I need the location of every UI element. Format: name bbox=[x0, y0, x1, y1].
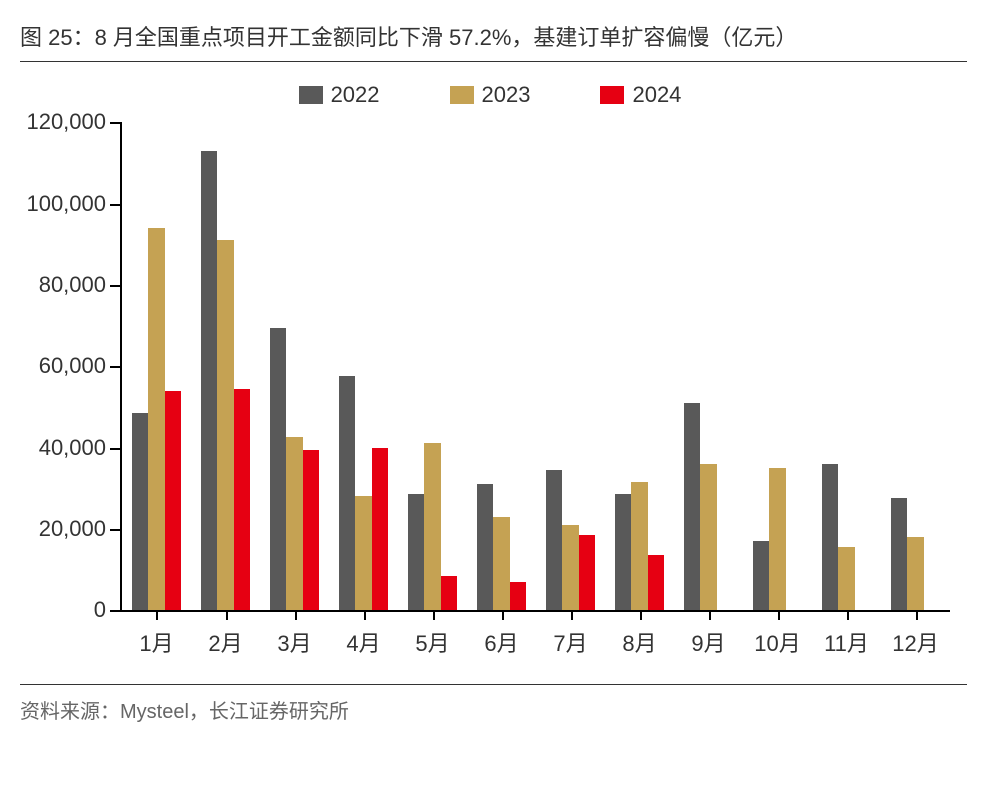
bar bbox=[339, 376, 356, 610]
y-axis-label: 0 bbox=[94, 597, 122, 623]
bar bbox=[408, 494, 425, 610]
chart-plot-area: 020,00040,00060,00080,000100,000120,0001… bbox=[120, 122, 950, 612]
x-axis-label: 2月 bbox=[208, 610, 242, 658]
legend-item: 2024 bbox=[600, 82, 681, 108]
bar bbox=[372, 448, 389, 611]
x-axis-label: 9月 bbox=[691, 610, 725, 658]
bar bbox=[477, 484, 494, 610]
figure-title: 图 25：8 月全国重点项目开工金额同比下滑 57.2%，基建订单扩容偏慢（亿元… bbox=[20, 20, 967, 62]
bar bbox=[891, 498, 908, 610]
x-axis-label: 8月 bbox=[622, 610, 656, 658]
x-axis-label: 6月 bbox=[484, 610, 518, 658]
bar bbox=[148, 228, 165, 610]
legend-item: 2022 bbox=[299, 82, 380, 108]
bar bbox=[769, 468, 786, 610]
chart-legend: 2022 2023 2024 bbox=[20, 82, 960, 108]
bar bbox=[510, 582, 527, 610]
bar bbox=[132, 413, 149, 610]
x-axis-label: 10月 bbox=[754, 610, 800, 658]
bar bbox=[562, 525, 579, 610]
bar bbox=[165, 391, 182, 611]
x-axis-label: 7月 bbox=[553, 610, 587, 658]
x-axis-label: 4月 bbox=[346, 610, 380, 658]
bar bbox=[355, 496, 372, 610]
bar bbox=[286, 437, 303, 610]
bar bbox=[217, 240, 234, 610]
bar bbox=[684, 403, 701, 610]
source-label: 资料来源：Mysteel，长江证券研究所 bbox=[20, 684, 967, 724]
legend-swatch bbox=[600, 86, 624, 104]
legend-label: 2022 bbox=[331, 82, 380, 108]
x-axis-label: 12月 bbox=[892, 610, 938, 658]
legend-swatch bbox=[450, 86, 474, 104]
bar bbox=[579, 535, 596, 610]
bar bbox=[424, 443, 441, 610]
bar-chart: 202220232024 020,00040,00060,00080,00010… bbox=[20, 72, 960, 672]
y-axis-label: 20,000 bbox=[39, 516, 122, 542]
x-axis-label: 1月 bbox=[139, 610, 173, 658]
bar bbox=[441, 576, 458, 611]
legend-label: 2024 bbox=[632, 82, 681, 108]
x-axis-label: 5月 bbox=[415, 610, 449, 658]
y-axis-label: 40,000 bbox=[39, 435, 122, 461]
x-axis-label: 11月 bbox=[824, 610, 869, 658]
bar bbox=[631, 482, 648, 610]
x-axis-label: 3月 bbox=[277, 610, 311, 658]
bar bbox=[303, 450, 320, 611]
y-axis-label: 120,000 bbox=[26, 109, 122, 135]
bar bbox=[907, 537, 924, 610]
bar bbox=[493, 517, 510, 611]
bar bbox=[615, 494, 632, 610]
legend-label: 2023 bbox=[482, 82, 531, 108]
bar bbox=[234, 389, 251, 611]
bar bbox=[201, 151, 218, 611]
bar bbox=[753, 541, 770, 610]
bar bbox=[270, 328, 287, 611]
bar bbox=[700, 464, 717, 610]
y-axis-label: 60,000 bbox=[39, 353, 122, 379]
bar bbox=[546, 470, 563, 610]
bar bbox=[838, 547, 855, 610]
y-axis-label: 80,000 bbox=[39, 272, 122, 298]
legend-swatch bbox=[299, 86, 323, 104]
legend-item: 2023 bbox=[450, 82, 531, 108]
bar bbox=[648, 555, 665, 610]
y-axis-label: 100,000 bbox=[26, 191, 122, 217]
bar bbox=[822, 464, 839, 610]
